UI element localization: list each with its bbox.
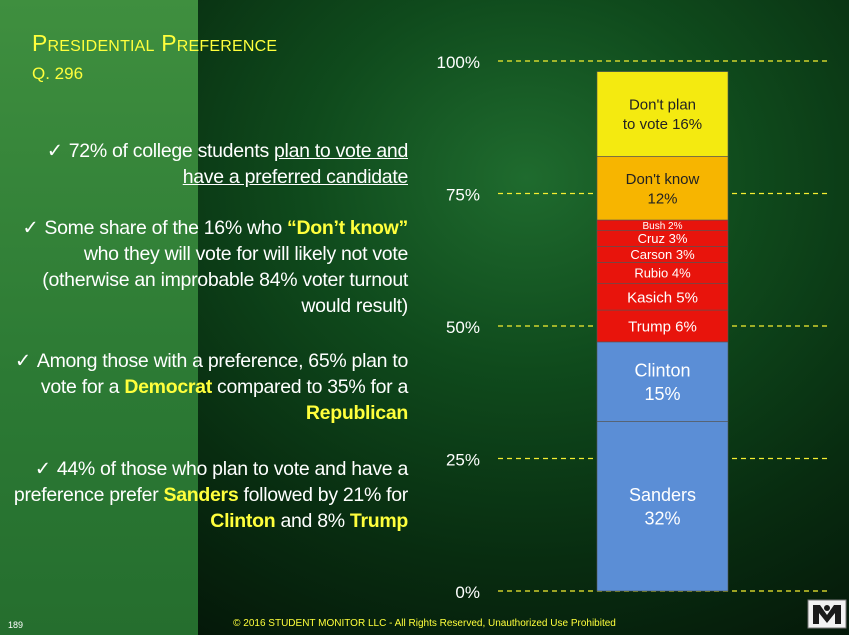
left-green-panel [0, 0, 198, 635]
bar-segment [596, 309, 729, 343]
checkmark-icon: ✓ [22, 217, 39, 239]
student-monitor-logo-icon [807, 599, 847, 629]
y-tick-label: 25% [446, 451, 480, 470]
bullet-3: ✓ Among those with a preference, 65% plan… [13, 348, 408, 426]
bar-data-label: Don't plan [629, 97, 696, 114]
bullet-2: ✓ Some share of the 16% who “Don’t know” … [0, 215, 408, 319]
bullet-text: Trump [349, 510, 408, 532]
bar-data-label: Trump 6% [628, 318, 697, 335]
bar-data-label: 12% [647, 190, 677, 207]
bullet-text: followed by 21% for [238, 484, 409, 506]
bullet-text: compared to 35% for a [211, 376, 408, 398]
bar-data-label: Bush 2% [642, 221, 682, 232]
copyright-footer: © 2016 STUDENT MONITOR LLC - All Rights … [233, 618, 616, 629]
bullet-text: Among those with a preference, 65% plan … [36, 350, 408, 398]
checkmark-icon: ✓ [14, 350, 31, 372]
bullet-4: ✓ 44% of those who plan to vote and have … [13, 456, 408, 534]
checkmark-icon: ✓ [46, 140, 63, 162]
y-tick-label: 100% [437, 53, 480, 72]
bullet-1: ✓ 72% of college students plan to vote an… [28, 138, 409, 190]
bullet-text: Republican [305, 402, 408, 424]
bar-data-label: to vote 16% [623, 116, 702, 133]
bar-segment [596, 421, 729, 592]
bar-data-label: Don't know [626, 171, 700, 188]
bullet-text: 72% of college students [68, 140, 275, 162]
bullet-text: plan to vote and have a preferred candid… [182, 140, 409, 188]
bullet-text: “Don’t know” [287, 217, 408, 239]
slide-subtitle: Q. 296 [32, 64, 84, 83]
bullet-text: Democrat [124, 376, 212, 398]
bar-segment [596, 156, 729, 221]
bar-data-label: Kasich 5% [627, 289, 698, 306]
bar-data-label: Rubio 4% [634, 266, 691, 281]
y-tick-label: 0% [455, 583, 480, 602]
bullet-text: and 8% [275, 510, 350, 532]
slide-title: Presidential Preference [32, 30, 278, 56]
bar-data-label: 15% [644, 384, 680, 404]
y-tick-label: 50% [446, 318, 480, 337]
bullet-text: who they will vote for will likely not v… [42, 243, 408, 317]
bar-segment [596, 283, 729, 311]
y-tick-label: 75% [446, 186, 480, 205]
bar-data-label: Carson 3% [630, 247, 695, 262]
bar-data-label: 32% [644, 508, 680, 528]
bullet-text: Sanders [163, 484, 239, 506]
page-number: 189 [8, 620, 24, 630]
bar-data-label: Clinton [634, 360, 690, 380]
bar-data-label: Cruz 3% [638, 231, 688, 246]
bar-segment [596, 341, 729, 422]
checkmark-icon: ✓ [34, 458, 51, 480]
bar-segment [596, 71, 729, 157]
bullet-text: Some share of the 16% who [44, 217, 288, 239]
bullet-text: 44% of those who plan to vote and have a… [13, 458, 408, 506]
bar-data-label: Sanders [629, 485, 696, 505]
bullet-text: Clinton [210, 510, 276, 532]
